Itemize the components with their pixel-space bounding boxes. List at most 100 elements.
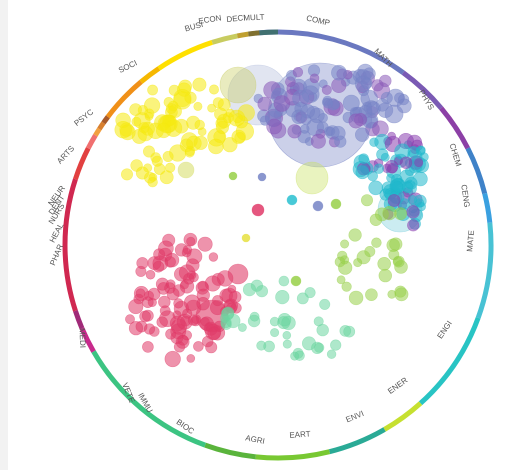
bubble-life-sciences	[186, 354, 196, 363]
bubble-earth-bio	[237, 323, 247, 332]
bubble-environment	[371, 237, 382, 248]
bubble-life-sciences	[179, 279, 195, 294]
bubble-physical-sciences	[407, 195, 418, 205]
bubble-social-sciences	[143, 145, 156, 158]
ring-segment-chem	[465, 147, 488, 195]
bubble-social-sciences	[192, 77, 207, 92]
ring-label-ceng: CENG	[459, 184, 471, 208]
ring-label-deci: DECI	[226, 13, 246, 24]
bubble-social-sciences	[144, 111, 154, 121]
bubble-social-sciences	[156, 122, 172, 139]
bubble-environment	[365, 288, 378, 302]
bubble-accent	[330, 198, 342, 210]
bubble-physical-sciences	[368, 180, 384, 196]
bubble-computer-math	[326, 126, 336, 136]
bubble-social-sciences	[129, 103, 142, 116]
bubble-social-sciences-medium	[177, 161, 195, 179]
bubble-computer-math	[292, 66, 304, 78]
ring-segment-engi	[418, 316, 481, 406]
ring-label-eart: EART	[289, 429, 311, 439]
ring-segment-ceng	[482, 192, 493, 224]
ring-label-soci: SOCI	[117, 58, 139, 75]
ring-label-comp: COMP	[305, 14, 330, 28]
bubble-environment	[360, 194, 373, 207]
bubble-life-sciences	[164, 350, 181, 368]
bubble-environment	[364, 246, 376, 258]
ring-label-econ: ECON	[198, 13, 222, 26]
ring-label-immu: IMMU	[136, 391, 154, 414]
bubble-life-sciences	[152, 260, 165, 273]
bubble-life-sciences	[208, 252, 219, 262]
bubble-earth-bio	[256, 340, 267, 351]
bubble-earth-bio	[330, 339, 342, 351]
bubble-life-sciences	[162, 233, 176, 247]
bubble-earth-bio	[221, 307, 235, 321]
ring-segment-eart	[255, 449, 331, 461]
bubble-life-sciences	[135, 288, 146, 299]
bubble-environment	[338, 260, 353, 275]
category-ring	[62, 29, 494, 461]
bubble-earth-bio	[339, 325, 352, 337]
bubble-accent	[251, 203, 265, 217]
bubble-earth-bio	[270, 328, 280, 338]
bubble-earth-bio	[290, 351, 300, 361]
bubble-environment	[378, 268, 392, 283]
bubble-environment	[348, 228, 362, 242]
bubble-social-sciences	[178, 79, 192, 94]
bubble-life-sciences	[182, 245, 193, 255]
ring-label-envi: ENVI	[345, 409, 366, 424]
bubble-earth-bio	[242, 283, 257, 297]
bubble-computer-math	[292, 89, 310, 107]
bubble-social-sciences	[215, 120, 229, 134]
bubble-life-sciences	[196, 297, 210, 311]
bubble-earth-bio	[326, 349, 337, 359]
bubble-physical-sciences	[414, 158, 423, 167]
bubble-environment	[394, 207, 407, 221]
bubble-physical-sciences	[399, 156, 413, 169]
bubble-computer-math	[310, 133, 326, 149]
bubble-life-sciences	[145, 269, 156, 280]
bubble-physical-sciences	[373, 163, 384, 174]
bubble-physical-sciences	[387, 194, 401, 207]
bubble-physical-sciences	[385, 160, 399, 174]
bubble-computer-math	[348, 113, 364, 129]
bubble-life-sciences	[166, 287, 180, 301]
left-edge-bar	[0, 0, 8, 470]
ring-segment-vete	[73, 310, 85, 330]
bubble-life-sciences	[176, 313, 193, 330]
bubble-computer-math	[321, 84, 332, 95]
bubble-social-sciences	[148, 172, 158, 182]
bubble-life-sciences	[197, 236, 213, 252]
bubble-life-sciences	[170, 331, 184, 345]
ring-label-medi: MEDI	[78, 328, 88, 348]
bubble-earth-bio	[269, 316, 280, 327]
bubble-life-sciences	[178, 264, 196, 281]
bubble-environment	[394, 287, 409, 302]
bubble-physical-sciences	[358, 153, 370, 164]
bubble-environment	[388, 249, 400, 261]
bubble-physical-sciences	[355, 165, 370, 180]
bubble-social-sciences	[217, 98, 231, 111]
bubble-field	[114, 62, 429, 368]
bubble-social-sciences-large	[219, 66, 257, 104]
bubble-social-sciences	[232, 113, 243, 124]
bubble-life-sciences	[147, 287, 161, 301]
ring-segment-soci	[157, 40, 213, 71]
bubble-life-sciences	[125, 314, 135, 325]
bubble-earth-bio	[314, 342, 325, 353]
bubble-social-sciences	[207, 103, 216, 113]
bubble-social-sciences	[121, 168, 134, 181]
bubble-computer-math	[398, 93, 410, 106]
bubble-social-sciences	[168, 84, 180, 96]
ring-label-engi: ENGI	[435, 319, 453, 340]
ring-segment-immu	[79, 327, 96, 353]
bubble-computer-math	[300, 104, 315, 119]
ring-segment-busi	[211, 33, 238, 45]
ring-segment-neur	[101, 115, 110, 125]
bubble-life-sciences	[207, 326, 221, 341]
ring-segment-agri	[204, 442, 257, 460]
bubble-life-sciences	[135, 265, 147, 277]
bubble-physical-sciences	[415, 145, 426, 156]
ring-segment-math	[401, 70, 444, 110]
